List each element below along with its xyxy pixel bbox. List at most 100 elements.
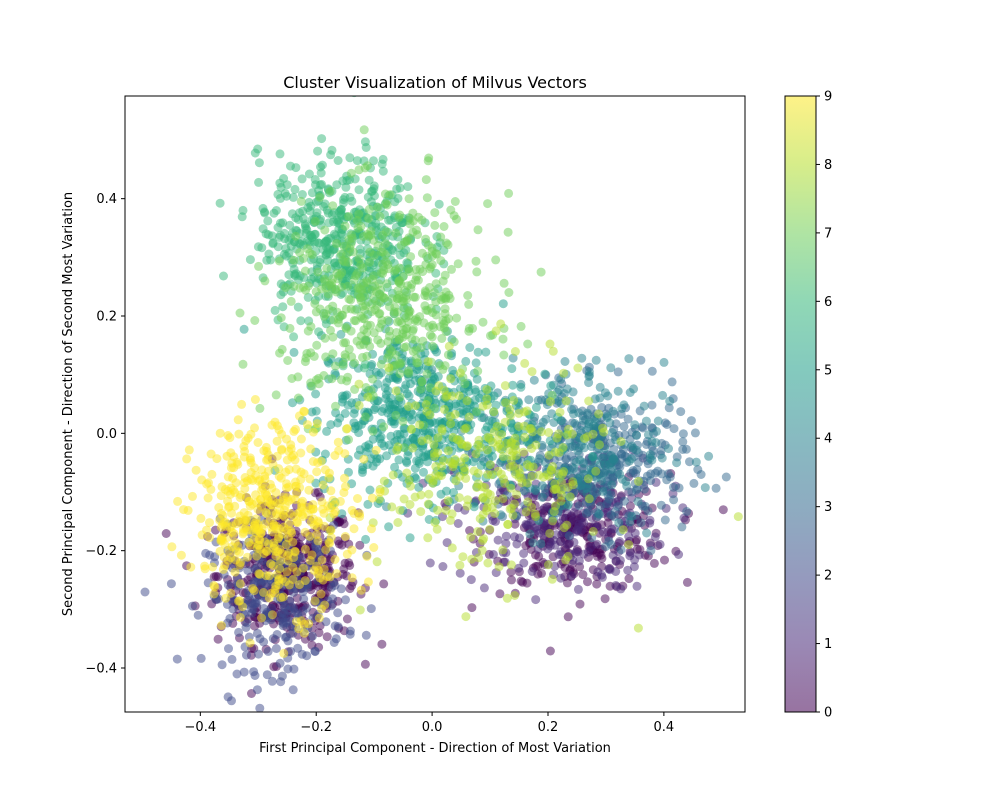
scatter-point (251, 514, 261, 524)
scatter-point (545, 397, 555, 407)
scatter-point (649, 558, 659, 568)
scatter-point (415, 264, 425, 274)
scatter-point (261, 442, 271, 452)
scatter-point (297, 190, 307, 199)
scatter-point (423, 434, 433, 444)
scatter-point (424, 489, 434, 499)
scatter-point (240, 446, 250, 456)
scatter-point (633, 497, 643, 506)
scatter-point (328, 349, 338, 359)
scatter-point (647, 455, 657, 465)
scatter-point (428, 341, 438, 351)
scatter-point (523, 497, 533, 507)
scatter-point (396, 358, 406, 368)
scatter-point (515, 533, 524, 543)
scatter-point (281, 283, 291, 292)
scatter-point (412, 272, 421, 282)
scatter-point (278, 302, 288, 312)
scatter-point (291, 231, 301, 241)
scatter-point (321, 617, 331, 627)
scatter-point (307, 550, 317, 560)
scatter-point (342, 614, 352, 624)
scatter-point (262, 255, 272, 265)
scatter-point (639, 401, 649, 411)
scatter-point (225, 433, 235, 443)
scatter-point (427, 332, 437, 342)
scatter-point (498, 545, 508, 555)
scatter-point (298, 512, 308, 522)
scatter-point (492, 421, 502, 431)
colorbar-tick-label: 4 (824, 432, 832, 447)
scatter-point (224, 644, 233, 654)
scatter-point (268, 527, 277, 537)
scatter-point (338, 359, 348, 369)
scatter-point (375, 211, 385, 221)
scatter-point (319, 274, 329, 284)
scatter-point (408, 443, 418, 453)
scatter-point (321, 352, 331, 362)
scatter-point (401, 380, 411, 390)
scatter-point (297, 174, 307, 184)
scatter-point (555, 407, 565, 417)
scatter-point (235, 579, 245, 589)
scatter-point (678, 445, 688, 454)
scatter-point (397, 435, 406, 445)
scatter-point (286, 296, 296, 306)
scatter-point (447, 264, 456, 274)
scatter-point (636, 355, 646, 365)
scatter-point (366, 604, 376, 614)
scatter-point (388, 373, 398, 383)
scatter-point (409, 292, 419, 302)
scatter-point (554, 469, 564, 479)
scatter-point (520, 432, 530, 442)
scatter-point (320, 449, 330, 459)
scatter-point (387, 294, 397, 304)
scatter-point (227, 654, 237, 664)
scatter-point (361, 442, 371, 451)
scatter-point (322, 263, 332, 273)
scatter-point (499, 278, 509, 288)
scatter-point (613, 386, 623, 396)
scatter-point (235, 493, 245, 502)
scatter-point (270, 305, 280, 315)
scatter-point (584, 494, 594, 504)
scatter-point (308, 457, 318, 466)
scatter-point (441, 238, 451, 248)
scatter-point (578, 570, 588, 580)
scatter-point (205, 533, 214, 543)
scatter-point (363, 229, 373, 239)
scatter-point (277, 671, 287, 681)
scatter-point (296, 475, 306, 485)
scatter-point (370, 191, 379, 201)
scatter-point (332, 239, 341, 249)
scatter-point (289, 347, 299, 357)
scatter-point (304, 169, 314, 179)
scatter-point (311, 406, 321, 416)
scatter-point (551, 501, 560, 511)
scatter-point (474, 435, 484, 445)
scatter-point (304, 485, 314, 495)
scatter-point (382, 200, 392, 210)
scatter-point (320, 225, 330, 235)
scatter-point (718, 505, 728, 515)
scatter-point (537, 481, 547, 491)
scatter-point (256, 528, 266, 538)
scatter-point (267, 610, 277, 620)
scatter-point (500, 478, 510, 488)
scatter-point (376, 359, 386, 369)
scatter-point (230, 567, 240, 577)
scatter-point (446, 457, 456, 467)
scatter-point (421, 400, 431, 409)
scatter-point (618, 525, 628, 535)
scatter-point (209, 589, 219, 599)
scatter-point (638, 423, 648, 433)
colorbar-tick-label: 9 (824, 90, 832, 105)
scatter-point (404, 368, 414, 378)
scatter-point (357, 313, 367, 323)
scatter-point (600, 594, 610, 604)
scatter-point (426, 303, 436, 313)
scatter-point (491, 496, 500, 506)
scatter-point (501, 531, 511, 541)
scatter-point (306, 444, 316, 454)
scatter-point (677, 522, 687, 532)
